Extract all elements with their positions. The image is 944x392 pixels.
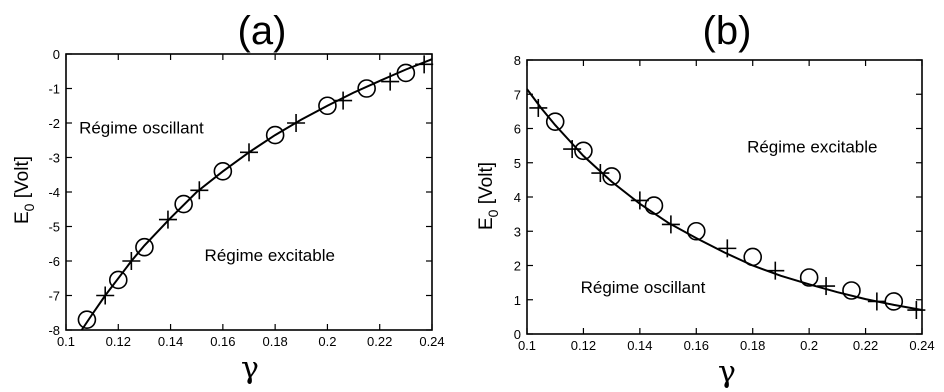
circle-point: [318, 96, 337, 116]
circle-point: [108, 270, 128, 290]
y-tick-label: 8: [514, 53, 521, 68]
region-annotation: Régime oscillant: [581, 278, 706, 297]
circle-point: [357, 79, 376, 98]
y-axis-label: E0 [Volt]: [12, 156, 37, 224]
y-tick-label: -8: [48, 323, 60, 338]
circle-point: [77, 310, 97, 329]
y-axis-label: E0 [Volt]: [476, 162, 501, 230]
plus-point: [630, 191, 649, 210]
x-tick-label: 0.1: [518, 338, 536, 353]
circle-point: [574, 141, 593, 161]
x-tick-label: 0.12: [106, 334, 131, 349]
x-tick-label: 0.16: [210, 334, 235, 349]
circle-point: [135, 237, 154, 257]
region-annotation: Régime excitable: [747, 137, 877, 156]
y-tick-label: 5: [514, 156, 521, 171]
plus-point: [817, 277, 836, 296]
circle-point: [686, 221, 706, 241]
circle-point: [265, 125, 285, 145]
y-tick-label: 6: [514, 122, 521, 137]
y-tick-label: 7: [514, 87, 521, 102]
x-tick-label: 0.1: [57, 334, 75, 349]
x-tick-label: 0.24: [909, 338, 934, 353]
circle-point: [884, 292, 904, 311]
panel-b: (b) 0.1 0.12 0.14 0.16 0.18 0.2 0.22 0.24 0 1 2 3 4 5 6…: [476, 9, 935, 390]
x-tick-label: 0.14: [627, 338, 652, 353]
circle-point: [842, 281, 861, 300]
plus-point: [529, 98, 548, 117]
circle-point: [545, 112, 565, 131]
y-tick-label: 2: [514, 259, 521, 274]
panel-title: (a): [238, 9, 287, 53]
y-tick-label: -1: [48, 82, 60, 97]
x-tick-label: 0.12: [571, 338, 596, 353]
y-tick-label: 0: [514, 327, 521, 342]
y-tick-label: -5: [48, 220, 60, 235]
y-tick-label: 1: [514, 293, 521, 308]
y-tick-label: 0: [53, 47, 60, 62]
plus-point: [591, 164, 610, 183]
region-annotation: Régime oscillant: [79, 118, 204, 137]
x-tick-label: 0.22: [367, 334, 392, 349]
x-axis-label: γ: [718, 355, 736, 390]
y-tick-label: -2: [48, 116, 60, 131]
region-annotation: Régime excitable: [205, 246, 335, 265]
panel-title: (b): [703, 9, 752, 53]
circle-point: [644, 196, 664, 215]
fit-curve: [80, 58, 433, 331]
y-tick-label: -3: [48, 151, 60, 166]
y-tick-label: -4: [48, 185, 60, 200]
circle-point: [602, 167, 621, 186]
plus-point: [907, 301, 926, 320]
y-tick-label: 3: [514, 224, 521, 239]
y-tick-label: -6: [48, 254, 60, 269]
x-tick-label: 0.2: [800, 338, 818, 353]
x-tick-label: 0.2: [318, 334, 336, 349]
x-tick-label: 0.16: [684, 338, 709, 353]
x-tick-label: 0.24: [419, 334, 444, 349]
y-tick-label: 4: [514, 190, 521, 205]
panel-a: (a) 0.1 0.12 0.14 0.16 0.18 0.2 0.22 0.24 -8 -7 -6 -…: [12, 9, 445, 386]
y-tick-label: -7: [48, 289, 60, 304]
circle-point: [799, 268, 819, 287]
x-tick-label: 0.14: [158, 334, 183, 349]
circle-point: [213, 162, 233, 181]
x-tick-label: 0.18: [262, 334, 287, 349]
circle-point: [174, 194, 193, 214]
fit-curve: [526, 88, 923, 311]
x-tick-label: 0.18: [740, 338, 765, 353]
x-tick-label: 0.22: [853, 338, 878, 353]
x-axis-label: γ: [241, 351, 259, 386]
